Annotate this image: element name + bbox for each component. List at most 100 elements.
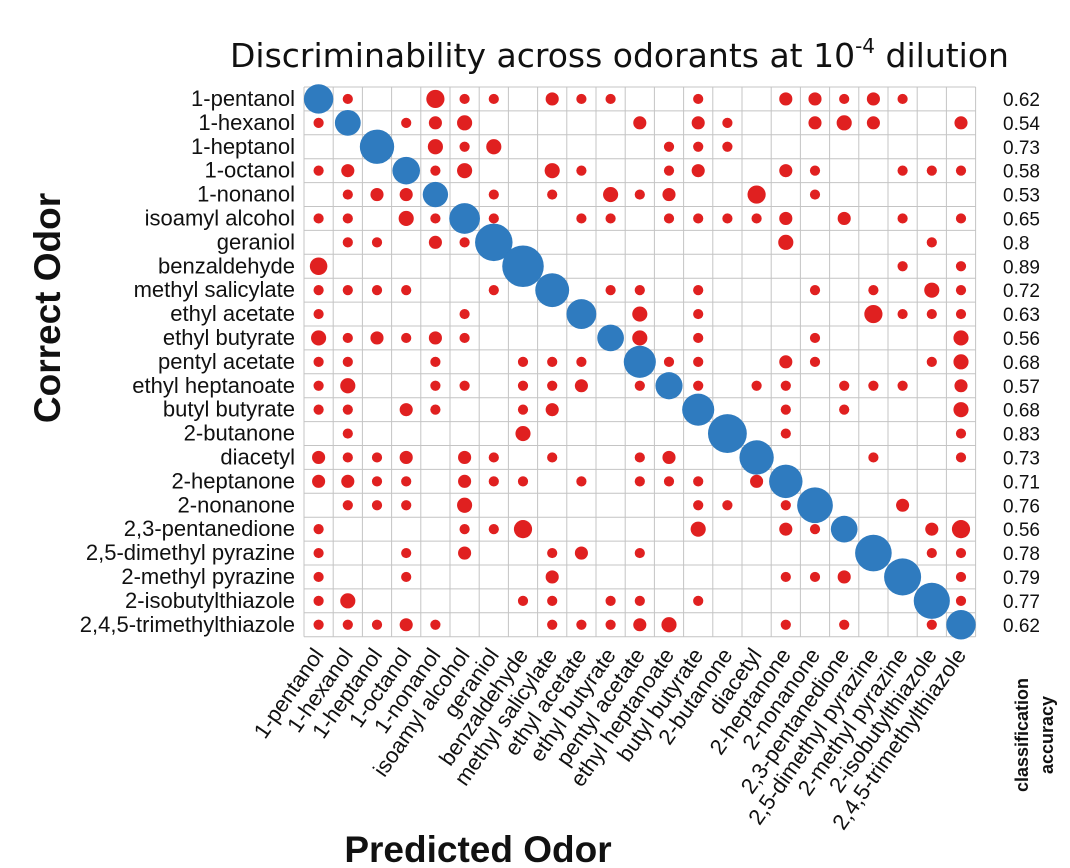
accuracy-value: 0.71: [1003, 472, 1040, 493]
confusion-bubble: [954, 116, 968, 130]
confusion-bubble: [342, 500, 353, 511]
accuracy-value: 0.54: [1003, 114, 1040, 135]
confusion-bubble: [342, 237, 353, 248]
confusion-bubble: [576, 213, 587, 224]
confusion-bubble: [458, 474, 472, 488]
confusion-bubble: [401, 285, 412, 296]
confusion-bubble: [836, 115, 852, 131]
confusion-bubble: [868, 285, 879, 296]
y-label-isoamyl-alcohol: isoamyl alcohol: [145, 205, 295, 230]
confusion-bubble: [605, 213, 616, 224]
confusion-bubble: [488, 285, 499, 296]
confusion-bubble: [779, 522, 793, 536]
correct-bubble: [739, 440, 774, 475]
confusion-bubble: [837, 211, 851, 226]
y-label-1-heptanol: 1-heptanol: [191, 134, 295, 159]
confusion-bubble: [809, 189, 821, 200]
confusion-bubble: [430, 165, 441, 176]
accuracy-value: 0.73: [1003, 138, 1040, 159]
confusion-bubble: [750, 474, 764, 488]
confusion-bubble: [926, 356, 937, 367]
confusion-bubble: [399, 450, 413, 465]
confusion-bubble: [634, 285, 645, 296]
confusion-bubble: [809, 285, 821, 296]
accuracy-value: 0.89: [1003, 257, 1040, 278]
confusion-bubble: [634, 547, 645, 559]
confusion-bubble: [399, 618, 413, 632]
confusion-bubble: [430, 356, 441, 367]
confusion-bubble: [313, 547, 324, 559]
confusion-bubble: [693, 476, 704, 487]
confusion-bubble: [547, 595, 558, 606]
confusion-bubble: [780, 500, 791, 511]
confusion-bubble: [808, 116, 822, 130]
confusion-bubble: [457, 163, 473, 179]
accuracy-value: 0.62: [1003, 616, 1040, 637]
correct-bubble: [655, 372, 683, 400]
confusion-bubble: [633, 618, 647, 632]
y-label-1-pentanol: 1-pentanol: [191, 86, 295, 111]
confusion-bubble: [693, 308, 704, 320]
confusion-bubble: [691, 116, 705, 130]
correct-bubble: [502, 245, 544, 288]
confusion-bubble: [517, 404, 529, 415]
confusion-bubble: [574, 379, 588, 393]
confusion-bubble: [955, 308, 967, 320]
y-label-methyl-salicylate: methyl salicylate: [134, 277, 295, 302]
confusion-bubble: [547, 619, 558, 630]
confusion-bubble: [751, 213, 762, 224]
confusion-bubble: [839, 404, 850, 415]
confusion-bubble: [458, 546, 472, 560]
correct-bubble: [707, 414, 747, 453]
confusion-bubble: [897, 165, 908, 176]
confusion-bubble: [955, 165, 967, 176]
confusion-bubble: [545, 570, 559, 584]
confusion-bubble: [488, 452, 499, 463]
confusion-bubble: [459, 141, 470, 152]
confusion-bubble: [430, 213, 441, 224]
confusion-bubble: [809, 571, 821, 583]
correct-bubble: [682, 393, 715, 426]
confusion-bubble: [517, 476, 529, 487]
confusion-bubble: [809, 165, 821, 176]
y-label-2-3-pentanedione: 2,3-pentanedione: [124, 516, 295, 541]
confusion-bubble: [430, 404, 441, 415]
confusion-bubble: [576, 476, 587, 487]
confusion-bubble: [722, 213, 733, 224]
confusion-bubble: [398, 210, 414, 227]
confusion-bubble: [951, 520, 971, 539]
correct-bubble: [449, 203, 480, 234]
y-label-1-nonanol: 1-nonanol: [197, 182, 295, 207]
confusion-bubble: [313, 571, 324, 583]
correct-bubble: [797, 487, 833, 524]
confusion-bubble: [313, 308, 324, 320]
confusion-bubble: [809, 524, 821, 535]
y-label-2-4-5-trimethylthiazole: 2,4,5-trimethylthiazole: [80, 612, 295, 637]
correct-bubble: [597, 324, 624, 352]
correct-bubble: [422, 181, 449, 208]
confusion-bubble: [693, 332, 704, 344]
confusion-bubble: [779, 164, 793, 178]
accuracy-value: 0.62: [1003, 90, 1040, 111]
confusion-bubble: [488, 524, 499, 535]
confusion-bubble: [693, 595, 704, 606]
confusion-bubble: [547, 380, 558, 391]
confusion-bubble: [371, 500, 383, 511]
confusion-bubble: [634, 189, 645, 200]
confusion-bubble: [809, 332, 821, 344]
confusion-bubble: [488, 93, 499, 105]
confusion-bubble: [751, 380, 762, 391]
confusion-bubble: [342, 404, 353, 415]
confusion-bubble: [693, 141, 704, 152]
chart-title: Discriminability across odorants at 10-4…: [230, 34, 1009, 75]
confusion-bubble: [926, 619, 937, 630]
confusion-bubble: [955, 547, 967, 559]
confusion-bubble: [513, 520, 533, 539]
confusion-bubble: [955, 571, 967, 583]
confusion-bubble: [545, 92, 559, 106]
confusion-bubble: [955, 261, 967, 272]
confusion-bubble: [428, 331, 442, 345]
confusion-bubble: [544, 163, 560, 179]
confusion-bubble: [661, 617, 677, 633]
confusion-bubble: [662, 450, 676, 465]
